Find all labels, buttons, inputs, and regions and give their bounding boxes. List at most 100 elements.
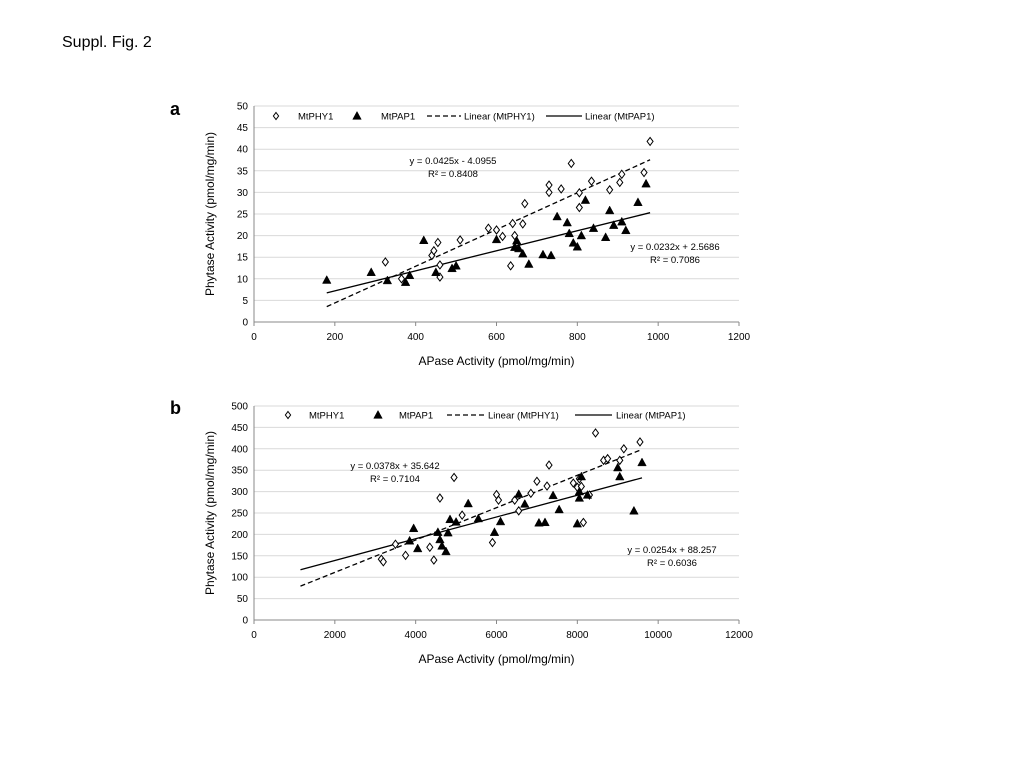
data-point-diamond: [543, 481, 551, 491]
data-point-triangle: [574, 486, 585, 496]
data-point-triangle: [629, 505, 639, 515]
data-point-triangle: [621, 225, 631, 235]
data-point-triangle: [633, 197, 643, 206]
data-point-diamond: [618, 169, 626, 180]
data-point-triangle: [518, 248, 528, 258]
data-point-triangle: [574, 492, 585, 502]
data-point-diamond: [545, 187, 553, 198]
y-tick-label: 15: [237, 253, 249, 264]
data-point-triangle: [613, 462, 623, 472]
data-point-diamond: [507, 261, 515, 271]
data-point-diamond: [511, 495, 519, 505]
x-axis-title: APase Activity (pmol/mg/min): [418, 354, 574, 368]
data-point-diamond: [533, 476, 541, 487]
data-point-triangle: [641, 178, 651, 188]
y-tick-label: 50: [237, 102, 249, 113]
trendline-equation: y = 0.0232x + 2.5686: [630, 242, 719, 253]
data-point-triangle: [437, 540, 447, 550]
y-tick-label: 400: [231, 444, 248, 455]
data-point-diamond: [430, 245, 438, 256]
data-point-triangle: [546, 250, 556, 260]
data-point-diamond: [545, 460, 553, 470]
data-point-triangle: [580, 195, 591, 204]
trendline-mtpap1: [300, 477, 643, 571]
data-point-triangle: [404, 535, 415, 545]
x-tick-label: 6000: [485, 630, 508, 641]
data-point-diamond: [640, 167, 648, 178]
x-tick-label: 2000: [324, 630, 347, 641]
data-point-diamond: [492, 225, 501, 235]
legend-entry: MtPHY1: [298, 112, 333, 123]
trendline-r-squared: R² = 0.7104: [370, 474, 420, 485]
x-tick-label: 600: [488, 332, 505, 343]
data-point-diamond: [636, 437, 644, 447]
data-point-triangle: [538, 249, 548, 259]
data-point-diamond: [575, 202, 583, 213]
data-point-triangle: [576, 471, 587, 481]
data-point-triangle: [514, 243, 524, 253]
panel-label: a: [170, 99, 181, 119]
legend-marker-triangle: [352, 110, 362, 120]
y-tick-label: 35: [237, 166, 249, 177]
data-point-triangle: [568, 237, 578, 247]
trendline-r-squared: R² = 0.6036: [647, 558, 697, 569]
x-axis-title: APase Activity (pmol/mg/min): [418, 652, 574, 666]
data-point-triangle: [431, 267, 441, 276]
legend-entry: Linear (MtPHY1): [464, 112, 535, 123]
data-point-triangle: [582, 489, 593, 499]
x-tick-label: 0: [251, 332, 257, 343]
data-point-diamond: [434, 237, 442, 248]
data-point-triangle: [548, 490, 558, 500]
series-mtpap1: [404, 457, 647, 556]
data-point-triangle: [435, 534, 445, 544]
y-tick-label: 20: [237, 231, 249, 242]
y-tick-label: 25: [237, 210, 249, 221]
data-point-diamond: [381, 257, 389, 267]
data-point-diamond: [397, 273, 406, 284]
data-point-diamond: [426, 542, 434, 553]
legend-entry: MtPAP1: [381, 112, 415, 123]
data-point-diamond: [519, 219, 527, 229]
data-point-diamond: [521, 198, 529, 209]
data-point-diamond: [436, 260, 444, 270]
data-point-triangle: [451, 260, 461, 270]
data-point-diamond: [587, 176, 596, 187]
data-point-triangle: [572, 518, 583, 528]
y-tick-label: 0: [242, 616, 248, 627]
y-tick-label: 50: [237, 594, 249, 605]
data-point-triangle: [463, 498, 473, 508]
data-point-triangle: [408, 523, 419, 533]
data-point-triangle: [615, 471, 625, 481]
data-point-triangle: [600, 232, 611, 241]
data-point-triangle: [576, 230, 587, 240]
x-tick-label: 800: [569, 332, 586, 343]
data-point-diamond: [430, 555, 438, 565]
data-point-diamond: [515, 506, 523, 516]
chart-legend: MtPHY1 MtPAP1 Linear (MtPHY1) Linear (MtPAP…: [284, 409, 686, 422]
figure-caption: Suppl. Fig. 2: [62, 34, 152, 51]
data-point-triangle: [404, 270, 415, 279]
trendline-mtphy1: [300, 448, 643, 587]
data-point-triangle: [419, 235, 429, 244]
data-point-diamond: [646, 136, 654, 147]
data-point-diamond: [575, 187, 583, 198]
y-tick-label: 45: [237, 123, 249, 134]
x-tick-label: 12000: [725, 630, 753, 641]
y-tick-label: 150: [231, 551, 248, 562]
data-point-diamond: [379, 556, 387, 567]
x-tick-label: 10000: [644, 630, 672, 641]
x-tick-label: 400: [407, 332, 424, 343]
data-point-triangle: [322, 275, 332, 284]
data-point-diamond: [456, 235, 464, 245]
legend-marker-triangle: [373, 409, 383, 419]
data-point-diamond: [579, 517, 588, 528]
trendline-mtpap1: [326, 212, 651, 294]
y-tick-label: 500: [231, 402, 248, 413]
x-tick-label: 4000: [405, 630, 428, 641]
data-point-triangle: [552, 211, 562, 221]
data-point-diamond: [620, 443, 628, 454]
y-tick-label: 300: [231, 487, 248, 498]
data-point-triangle: [366, 267, 376, 276]
data-point-triangle: [512, 235, 522, 245]
